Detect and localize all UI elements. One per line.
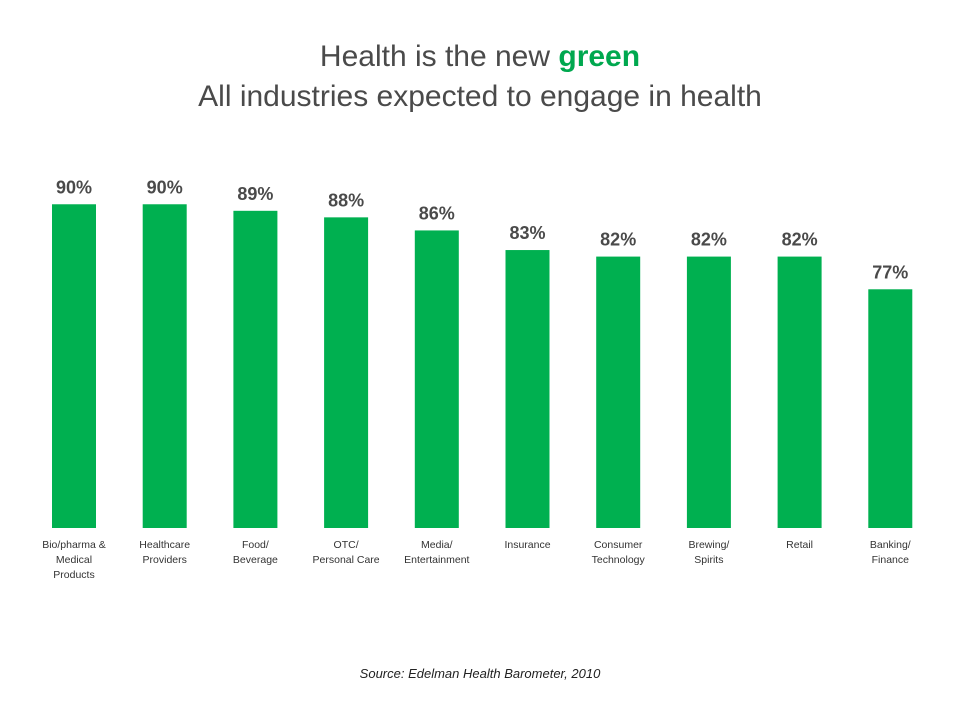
bar-1 [142, 204, 187, 528]
source-note: Source: Edelman Health Barometer, 2010 [359, 666, 601, 681]
title-prefix: Health is the new [319, 40, 559, 73]
data-label-3: 88% [328, 190, 364, 210]
data-label-5: 83% [509, 223, 545, 243]
category-label-4: Media/Entertainment [404, 539, 469, 566]
data-label-0: 90% [56, 177, 92, 197]
bar-3 [324, 217, 369, 528]
category-label-0: Bio/pharma & Medical Products [42, 539, 106, 581]
category-label-7: Brewing/Spirits [688, 539, 729, 566]
data-label-2: 89% [237, 184, 273, 204]
category-label-5: Insurance [504, 539, 550, 551]
category-label-8: Retail [786, 539, 813, 551]
bar-5 [505, 250, 550, 529]
title-accent-word: green [558, 40, 641, 73]
bar-7 [686, 256, 731, 528]
chart-title-line2: All industries expected to engage in hea… [198, 80, 762, 113]
bar-4 [414, 230, 459, 528]
data-label-1: 90% [147, 177, 183, 197]
category-label-6: Consumer Technology [592, 539, 646, 566]
data-label-9: 77% [872, 262, 908, 282]
category-label-1: Healthcare Providers [139, 539, 190, 566]
data-label-6: 82% [600, 230, 636, 250]
bar-8 [777, 256, 822, 528]
bar-2 [233, 210, 278, 528]
bar-6 [596, 256, 641, 528]
data-label-4: 86% [419, 203, 455, 223]
data-label-7: 82% [691, 230, 727, 250]
bar-0 [52, 204, 96, 528]
data-label-8: 82% [782, 230, 818, 250]
category-label-9: Banking/Finance [870, 539, 911, 566]
category-label-2: Food/Beverage [233, 539, 278, 566]
category-label-3: OTC/Personal Care [313, 539, 380, 566]
chart-title-line1: Health is the new green [0, 38, 960, 76]
bar-9 [868, 289, 913, 528]
